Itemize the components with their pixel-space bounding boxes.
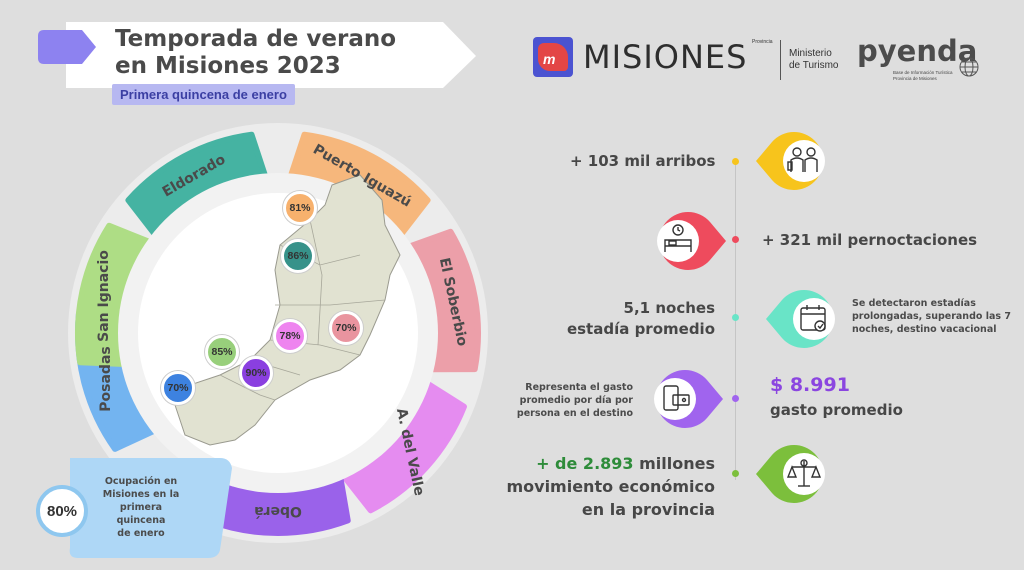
- pyenda-caption: Base de Información Turística Provincia …: [893, 70, 953, 81]
- page-subtitle: Primera quincena de enero: [112, 84, 295, 105]
- hotel-bed-icon: [664, 224, 692, 252]
- money-scale-icon: [786, 459, 822, 487]
- occupancy-marker: 81%: [283, 191, 317, 225]
- travelers-icon: [787, 147, 818, 172]
- movimiento-badge: [756, 444, 825, 504]
- timeline-dot: [732, 158, 739, 165]
- timeline-dot: [732, 314, 739, 321]
- occupancy-marker: 70%: [329, 311, 363, 345]
- ministerio-text: Ministerio de Turismo: [789, 48, 839, 71]
- region-label: Oberá: [254, 503, 302, 519]
- timeline-dot: [732, 470, 739, 477]
- arribos-stat: + 103 mil arribos: [570, 152, 716, 170]
- logo-divider: [780, 40, 781, 80]
- movimiento-stat: + de 2.893 millones movimiento económico…: [506, 454, 715, 519]
- region-label: Posadas: [98, 346, 115, 412]
- occupancy-marker: 78%: [273, 319, 307, 353]
- region-label: San Ignacio: [95, 250, 112, 342]
- globe-icon: [959, 57, 979, 77]
- occupancy-marker: 85%: [205, 335, 239, 369]
- occupancy-marker: 70%: [161, 371, 195, 405]
- misiones-wordmark: MISIONES: [583, 38, 748, 76]
- gasto-value: $ 8.991: [770, 374, 850, 396]
- pyenda-logo: pyenda: [857, 34, 978, 68]
- misiones-map: [174, 174, 401, 446]
- occupancy-marker: 86%: [281, 239, 315, 273]
- overall-occupancy-badge: 80%: [36, 485, 88, 537]
- timeline-dot: [732, 236, 739, 243]
- overall-occupancy-card: [69, 458, 232, 558]
- wallet-phone-icon: [663, 385, 690, 411]
- misiones-wordmark-small: Provincia: [752, 39, 773, 45]
- misiones-logo-icon: m: [533, 37, 573, 77]
- noches-badge: [766, 289, 835, 349]
- title-banner: [66, 22, 476, 88]
- page-title: Temporada de verano en Misiones 2023: [115, 26, 397, 79]
- gasto-label: gasto promedio: [770, 401, 903, 419]
- timeline-dot: [732, 395, 739, 402]
- overall-occupancy-caption: Ocupación en Misiones en la primera quin…: [102, 476, 180, 539]
- arribos-badge: [756, 131, 825, 191]
- noches-stat: 5,1 noches estadía promedio: [566, 299, 715, 338]
- title-accent-tab: [38, 30, 96, 64]
- pernoctaciones-badge: [657, 211, 726, 271]
- gasto-badge: [654, 369, 723, 429]
- pernoctaciones-stat: + 321 mil pernoctaciones: [762, 231, 978, 249]
- calendar-check-icon: [800, 305, 826, 332]
- noches-note: Se detectaron estadías prolongadas, supe…: [852, 298, 1011, 335]
- occupancy-marker: 90%: [239, 356, 273, 390]
- gasto-note: Representa el gasto promedio por día por…: [516, 382, 633, 419]
